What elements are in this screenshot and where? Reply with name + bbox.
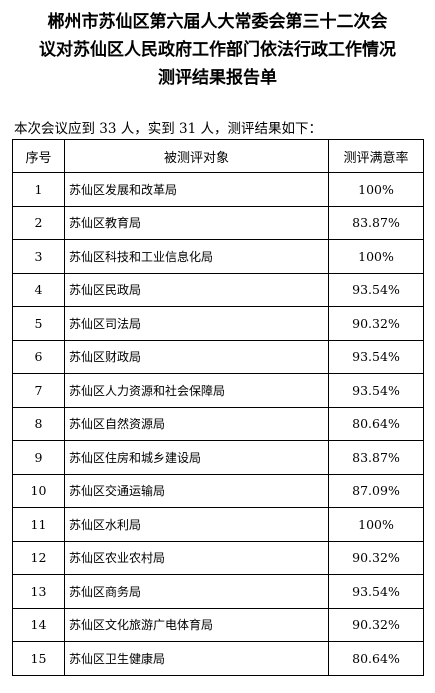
table-row: 9 苏仙区住房和城乡建设局 83.87% <box>12 440 424 475</box>
attendance-summary: 本次会议应到 33 人，实到 31 人，测评结果如下： <box>14 121 323 137</box>
row-rate: 87.09% <box>328 473 424 508</box>
row-rate: 93.54% <box>328 574 424 609</box>
row-target: 苏仙区科技和工业信息化局 <box>64 239 329 274</box>
row-target: 苏仙区司法局 <box>64 306 329 341</box>
row-index: 9 <box>12 440 65 475</box>
row-rate: 93.54% <box>328 339 424 374</box>
row-target: 苏仙区民政局 <box>64 272 329 307</box>
row-index: 11 <box>12 507 65 542</box>
row-index: 1 <box>12 172 65 207</box>
row-index: 3 <box>12 239 65 274</box>
row-rate: 93.54% <box>328 272 424 307</box>
row-target: 苏仙区交通运输局 <box>64 473 329 508</box>
table-row: 2 苏仙区教育局 83.87% <box>12 205 424 240</box>
row-rate: 90.32% <box>328 540 424 575</box>
row-index: 4 <box>12 272 65 307</box>
header-target: 被测评对象 <box>64 139 329 173</box>
title-line-3: 测评结果报告单 <box>158 68 277 88</box>
row-target: 苏仙区人力资源和社会保障局 <box>64 373 329 408</box>
row-rate: 80.64% <box>328 406 424 441</box>
row-target: 苏仙区文化旅游广电体育局 <box>64 607 329 642</box>
row-index: 8 <box>12 406 65 441</box>
table-row: 3 苏仙区科技和工业信息化局 100% <box>12 239 424 274</box>
row-index: 10 <box>12 473 65 508</box>
row-rate: 100% <box>328 172 424 207</box>
table-row: 8 苏仙区自然资源局 80.64% <box>12 406 424 441</box>
row-rate: 83.87% <box>328 205 424 240</box>
row-target: 苏仙区自然资源局 <box>64 406 329 441</box>
table-row: 5 苏仙区司法局 90.32% <box>12 306 424 341</box>
row-index: 6 <box>12 339 65 374</box>
table-row: 1 苏仙区发展和改革局 100% <box>12 172 424 207</box>
table-header-row: 序号 被测评对象 测评满意率 <box>12 139 424 173</box>
title-line-1: 郴州市苏仙区第六届人大常委会第三十二次会 <box>47 12 388 32</box>
row-index: 2 <box>12 205 65 240</box>
row-target: 苏仙区发展和改革局 <box>64 172 329 207</box>
row-rate: 80.64% <box>328 641 424 676</box>
row-target: 苏仙区农业农村局 <box>64 540 329 575</box>
row-index: 13 <box>12 574 65 609</box>
row-target: 苏仙区商务局 <box>64 574 329 609</box>
document-title: 郴州市苏仙区第六届人大常委会第三十二次会 议对苏仙区人民政府工作部门依法行政工作… <box>0 8 435 92</box>
table-row: 15 苏仙区卫生健康局 80.64% <box>12 641 424 676</box>
row-rate: 83.87% <box>328 440 424 475</box>
row-target: 苏仙区水利局 <box>64 507 329 542</box>
table-row: 6 苏仙区财政局 93.54% <box>12 339 424 374</box>
row-target: 苏仙区教育局 <box>64 205 329 240</box>
row-rate: 93.54% <box>328 373 424 408</box>
table-row: 10 苏仙区交通运输局 87.09% <box>12 473 424 508</box>
evaluation-results-table: 序号 被测评对象 测评满意率 1 苏仙区发展和改革局 100% 2 苏仙区教育局 83.8… <box>12 139 424 676</box>
row-index: 5 <box>12 306 65 341</box>
row-target: 苏仙区卫生健康局 <box>64 641 329 676</box>
table-row: 4 苏仙区民政局 93.54% <box>12 272 424 307</box>
table-row: 14 苏仙区文化旅游广电体育局 90.32% <box>12 607 424 642</box>
row-rate: 90.32% <box>328 306 424 341</box>
row-index: 14 <box>12 607 65 642</box>
row-index: 15 <box>12 641 65 676</box>
table-row: 7 苏仙区人力资源和社会保障局 93.54% <box>12 373 424 408</box>
header-rate: 测评满意率 <box>328 139 424 173</box>
table-row: 13 苏仙区商务局 93.54% <box>12 574 424 609</box>
title-line-2: 议对苏仙区人民政府工作部门依法行政工作情况 <box>39 40 396 60</box>
row-rate: 100% <box>328 239 424 274</box>
row-target: 苏仙区财政局 <box>64 339 329 374</box>
table-body: 1 苏仙区发展和改革局 100% 2 苏仙区教育局 83.87% 3 苏仙区科技和工业信息化局… <box>12 172 424 676</box>
row-rate: 100% <box>328 507 424 542</box>
table-row: 12 苏仙区农业农村局 90.32% <box>12 540 424 575</box>
table-row: 11 苏仙区水利局 100% <box>12 507 424 542</box>
row-index: 7 <box>12 373 65 408</box>
row-target: 苏仙区住房和城乡建设局 <box>64 440 329 475</box>
header-index: 序号 <box>12 139 65 173</box>
row-rate: 90.32% <box>328 607 424 642</box>
row-index: 12 <box>12 540 65 575</box>
